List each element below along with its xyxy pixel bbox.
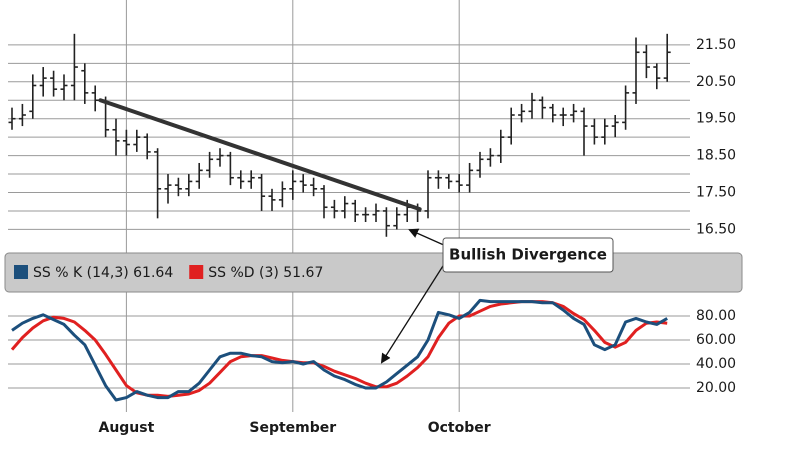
y-tick-label: 60.00 xyxy=(696,332,736,348)
x-tick-label: October xyxy=(428,420,491,436)
series-line xyxy=(11,298,668,402)
annotation-box xyxy=(442,237,614,273)
y-tick-label: 18.50 xyxy=(696,148,736,164)
y-tick-label: 19.50 xyxy=(696,111,736,127)
legend: SS % K (14,3) 61.64 SS %D (3) 51.67 xyxy=(14,265,323,281)
arrow xyxy=(408,228,447,247)
y-tick-label: 17.50 xyxy=(696,184,736,200)
y-tick-label: 40.00 xyxy=(696,356,736,372)
legend-swatch xyxy=(14,265,28,279)
y-tick-label: 16.50 xyxy=(696,221,736,237)
grid: 21.50 20.50 19.50 18.50 17.50 16.50 80.00 60.00… xyxy=(8,0,736,436)
y-tick-label: 20.00 xyxy=(696,380,736,396)
trendline xyxy=(98,98,422,212)
legend-label: SS %D (3) 51.67 xyxy=(208,265,323,281)
x-tick-label: August xyxy=(98,420,154,436)
y-tick-label: 20.50 xyxy=(696,74,736,90)
y-tick-label: 21.50 xyxy=(696,37,736,53)
marks xyxy=(8,33,671,402)
legend-swatch xyxy=(189,265,204,279)
arrow xyxy=(380,257,449,364)
legend-label: SS % K (14,3) 61.64 xyxy=(33,265,173,281)
x-tick-label: September xyxy=(249,420,336,436)
y-tick-label: 80.00 xyxy=(696,308,736,324)
annotation: Bullish Divergence xyxy=(449,246,607,264)
